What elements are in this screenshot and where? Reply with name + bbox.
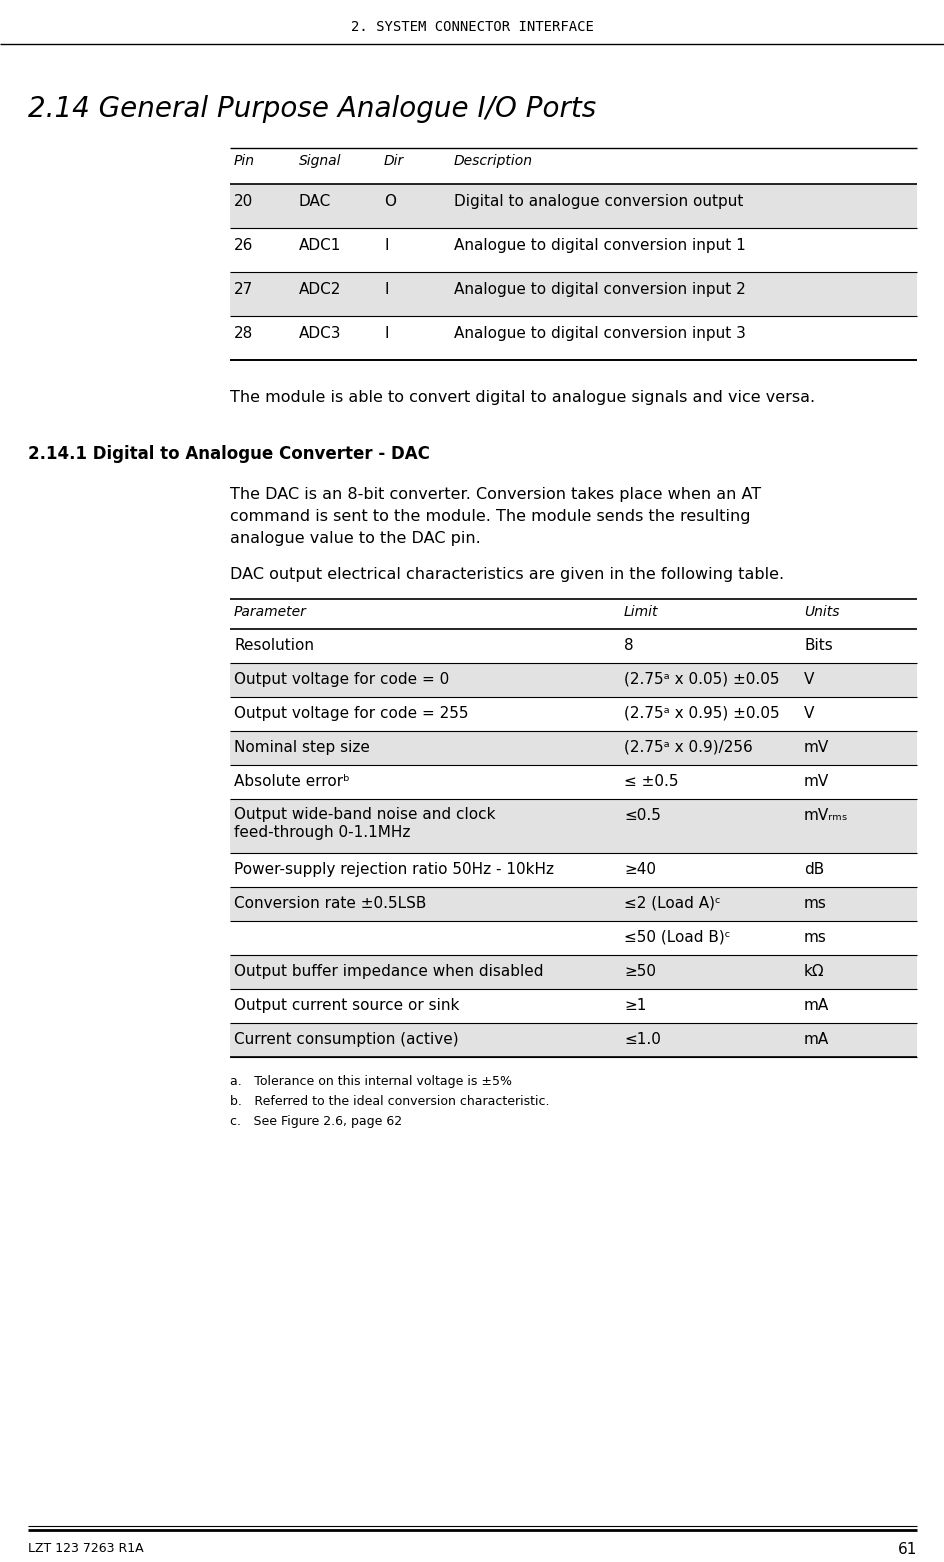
Text: 20: 20 <box>234 194 253 209</box>
Text: I: I <box>383 237 388 253</box>
Text: 28: 28 <box>234 326 253 341</box>
Text: Units: Units <box>803 604 838 619</box>
Bar <box>229 184 916 228</box>
Text: Pin: Pin <box>234 155 255 169</box>
Text: ≤1.0: ≤1.0 <box>623 1032 660 1047</box>
Text: 26: 26 <box>234 237 253 253</box>
Text: kΩ: kΩ <box>803 964 824 979</box>
Text: V: V <box>803 706 814 722</box>
Text: Analogue to digital conversion input 1: Analogue to digital conversion input 1 <box>453 237 745 253</box>
Text: mV: mV <box>803 740 829 754</box>
Text: b. Referred to the ideal conversion characteristic.: b. Referred to the ideal conversion char… <box>229 1095 548 1107</box>
Text: Output wide-band noise and clock: Output wide-band noise and clock <box>234 808 495 822</box>
Text: 8: 8 <box>623 637 633 653</box>
Bar <box>229 1023 916 1057</box>
Text: feed-through 0-1.1MHz: feed-through 0-1.1MHz <box>234 825 410 840</box>
Text: Description: Description <box>453 155 532 169</box>
Text: (2.75ᵃ x 0.95) ±0.05: (2.75ᵃ x 0.95) ±0.05 <box>623 706 779 722</box>
Text: Analogue to digital conversion input 3: Analogue to digital conversion input 3 <box>453 326 745 341</box>
Text: analogue value to the DAC pin.: analogue value to the DAC pin. <box>229 531 480 547</box>
Text: Parameter: Parameter <box>234 604 307 619</box>
Text: ≤ ±0.5: ≤ ±0.5 <box>623 775 678 789</box>
Text: I: I <box>383 283 388 297</box>
Text: 27: 27 <box>234 283 253 297</box>
Text: 2.14.1 Digital to Analogue Converter - DAC: 2.14.1 Digital to Analogue Converter - D… <box>28 445 430 462</box>
Text: Limit: Limit <box>623 604 658 619</box>
Text: ms: ms <box>803 929 826 945</box>
Bar <box>229 954 916 989</box>
Text: Output buffer impedance when disabled: Output buffer impedance when disabled <box>234 964 543 979</box>
Text: command is sent to the module. The module sends the resulting: command is sent to the module. The modul… <box>229 509 750 523</box>
Text: c. See Figure 2.6, page 62: c. See Figure 2.6, page 62 <box>229 1115 402 1128</box>
Text: Dir: Dir <box>383 155 404 169</box>
Text: (2.75ᵃ x 0.9)/256: (2.75ᵃ x 0.9)/256 <box>623 740 752 754</box>
Text: ≥40: ≥40 <box>623 862 655 876</box>
Text: mV: mV <box>803 775 829 789</box>
Text: DAC: DAC <box>298 194 331 209</box>
Text: ≤50 (Load B)ᶜ: ≤50 (Load B)ᶜ <box>623 929 730 945</box>
Bar <box>229 272 916 316</box>
Text: ≤2 (Load A)ᶜ: ≤2 (Load A)ᶜ <box>623 897 720 911</box>
Text: 2.14 General Purpose Analogue I/O Ports: 2.14 General Purpose Analogue I/O Ports <box>28 95 596 123</box>
Text: Current consumption (active): Current consumption (active) <box>234 1032 458 1047</box>
Text: O: O <box>383 194 396 209</box>
Text: ADC2: ADC2 <box>298 283 341 297</box>
Text: Digital to analogue conversion output: Digital to analogue conversion output <box>453 194 743 209</box>
Text: Absolute errorᵇ: Absolute errorᵇ <box>234 775 349 789</box>
Text: DAC output electrical characteristics are given in the following table.: DAC output electrical characteristics ar… <box>229 567 784 583</box>
Text: dB: dB <box>803 862 823 876</box>
Text: Bits: Bits <box>803 637 832 653</box>
Bar <box>229 731 916 765</box>
Text: a. Tolerance on this internal voltage is ±5%: a. Tolerance on this internal voltage is… <box>229 1075 512 1089</box>
Text: V: V <box>803 672 814 687</box>
Text: Signal: Signal <box>298 155 341 169</box>
Text: LZT 123 7263 R1A: LZT 123 7263 R1A <box>28 1542 143 1556</box>
Text: mA: mA <box>803 1032 829 1047</box>
Text: Output current source or sink: Output current source or sink <box>234 998 459 1014</box>
Bar <box>229 887 916 922</box>
Text: Output voltage for code = 255: Output voltage for code = 255 <box>234 706 468 722</box>
Text: ADC3: ADC3 <box>298 326 341 341</box>
Text: 61: 61 <box>897 1542 916 1557</box>
Text: Nominal step size: Nominal step size <box>234 740 369 754</box>
Bar <box>229 800 916 853</box>
Text: ≥50: ≥50 <box>623 964 655 979</box>
Text: ≥1: ≥1 <box>623 998 646 1014</box>
Text: The module is able to convert digital to analogue signals and vice versa.: The module is able to convert digital to… <box>229 390 815 405</box>
Text: Power-supply rejection ratio 50Hz - 10kHz: Power-supply rejection ratio 50Hz - 10kH… <box>234 862 553 876</box>
Text: Conversion rate ±0.5LSB: Conversion rate ±0.5LSB <box>234 897 426 911</box>
Text: mA: mA <box>803 998 829 1014</box>
Text: ADC1: ADC1 <box>298 237 341 253</box>
Text: (2.75ᵃ x 0.05) ±0.05: (2.75ᵃ x 0.05) ±0.05 <box>623 672 779 687</box>
Text: ≤0.5: ≤0.5 <box>623 808 660 823</box>
Text: ms: ms <box>803 897 826 911</box>
Text: 2. SYSTEM CONNECTOR INTERFACE: 2. SYSTEM CONNECTOR INTERFACE <box>350 20 594 34</box>
Text: The DAC is an 8-bit converter. Conversion takes place when an AT: The DAC is an 8-bit converter. Conversio… <box>229 487 760 501</box>
Text: I: I <box>383 326 388 341</box>
Bar <box>229 662 916 697</box>
Text: Analogue to digital conversion input 2: Analogue to digital conversion input 2 <box>453 283 745 297</box>
Text: Resolution: Resolution <box>234 637 313 653</box>
Text: mVᵣₘₛ: mVᵣₘₛ <box>803 808 848 823</box>
Text: Output voltage for code = 0: Output voltage for code = 0 <box>234 672 448 687</box>
